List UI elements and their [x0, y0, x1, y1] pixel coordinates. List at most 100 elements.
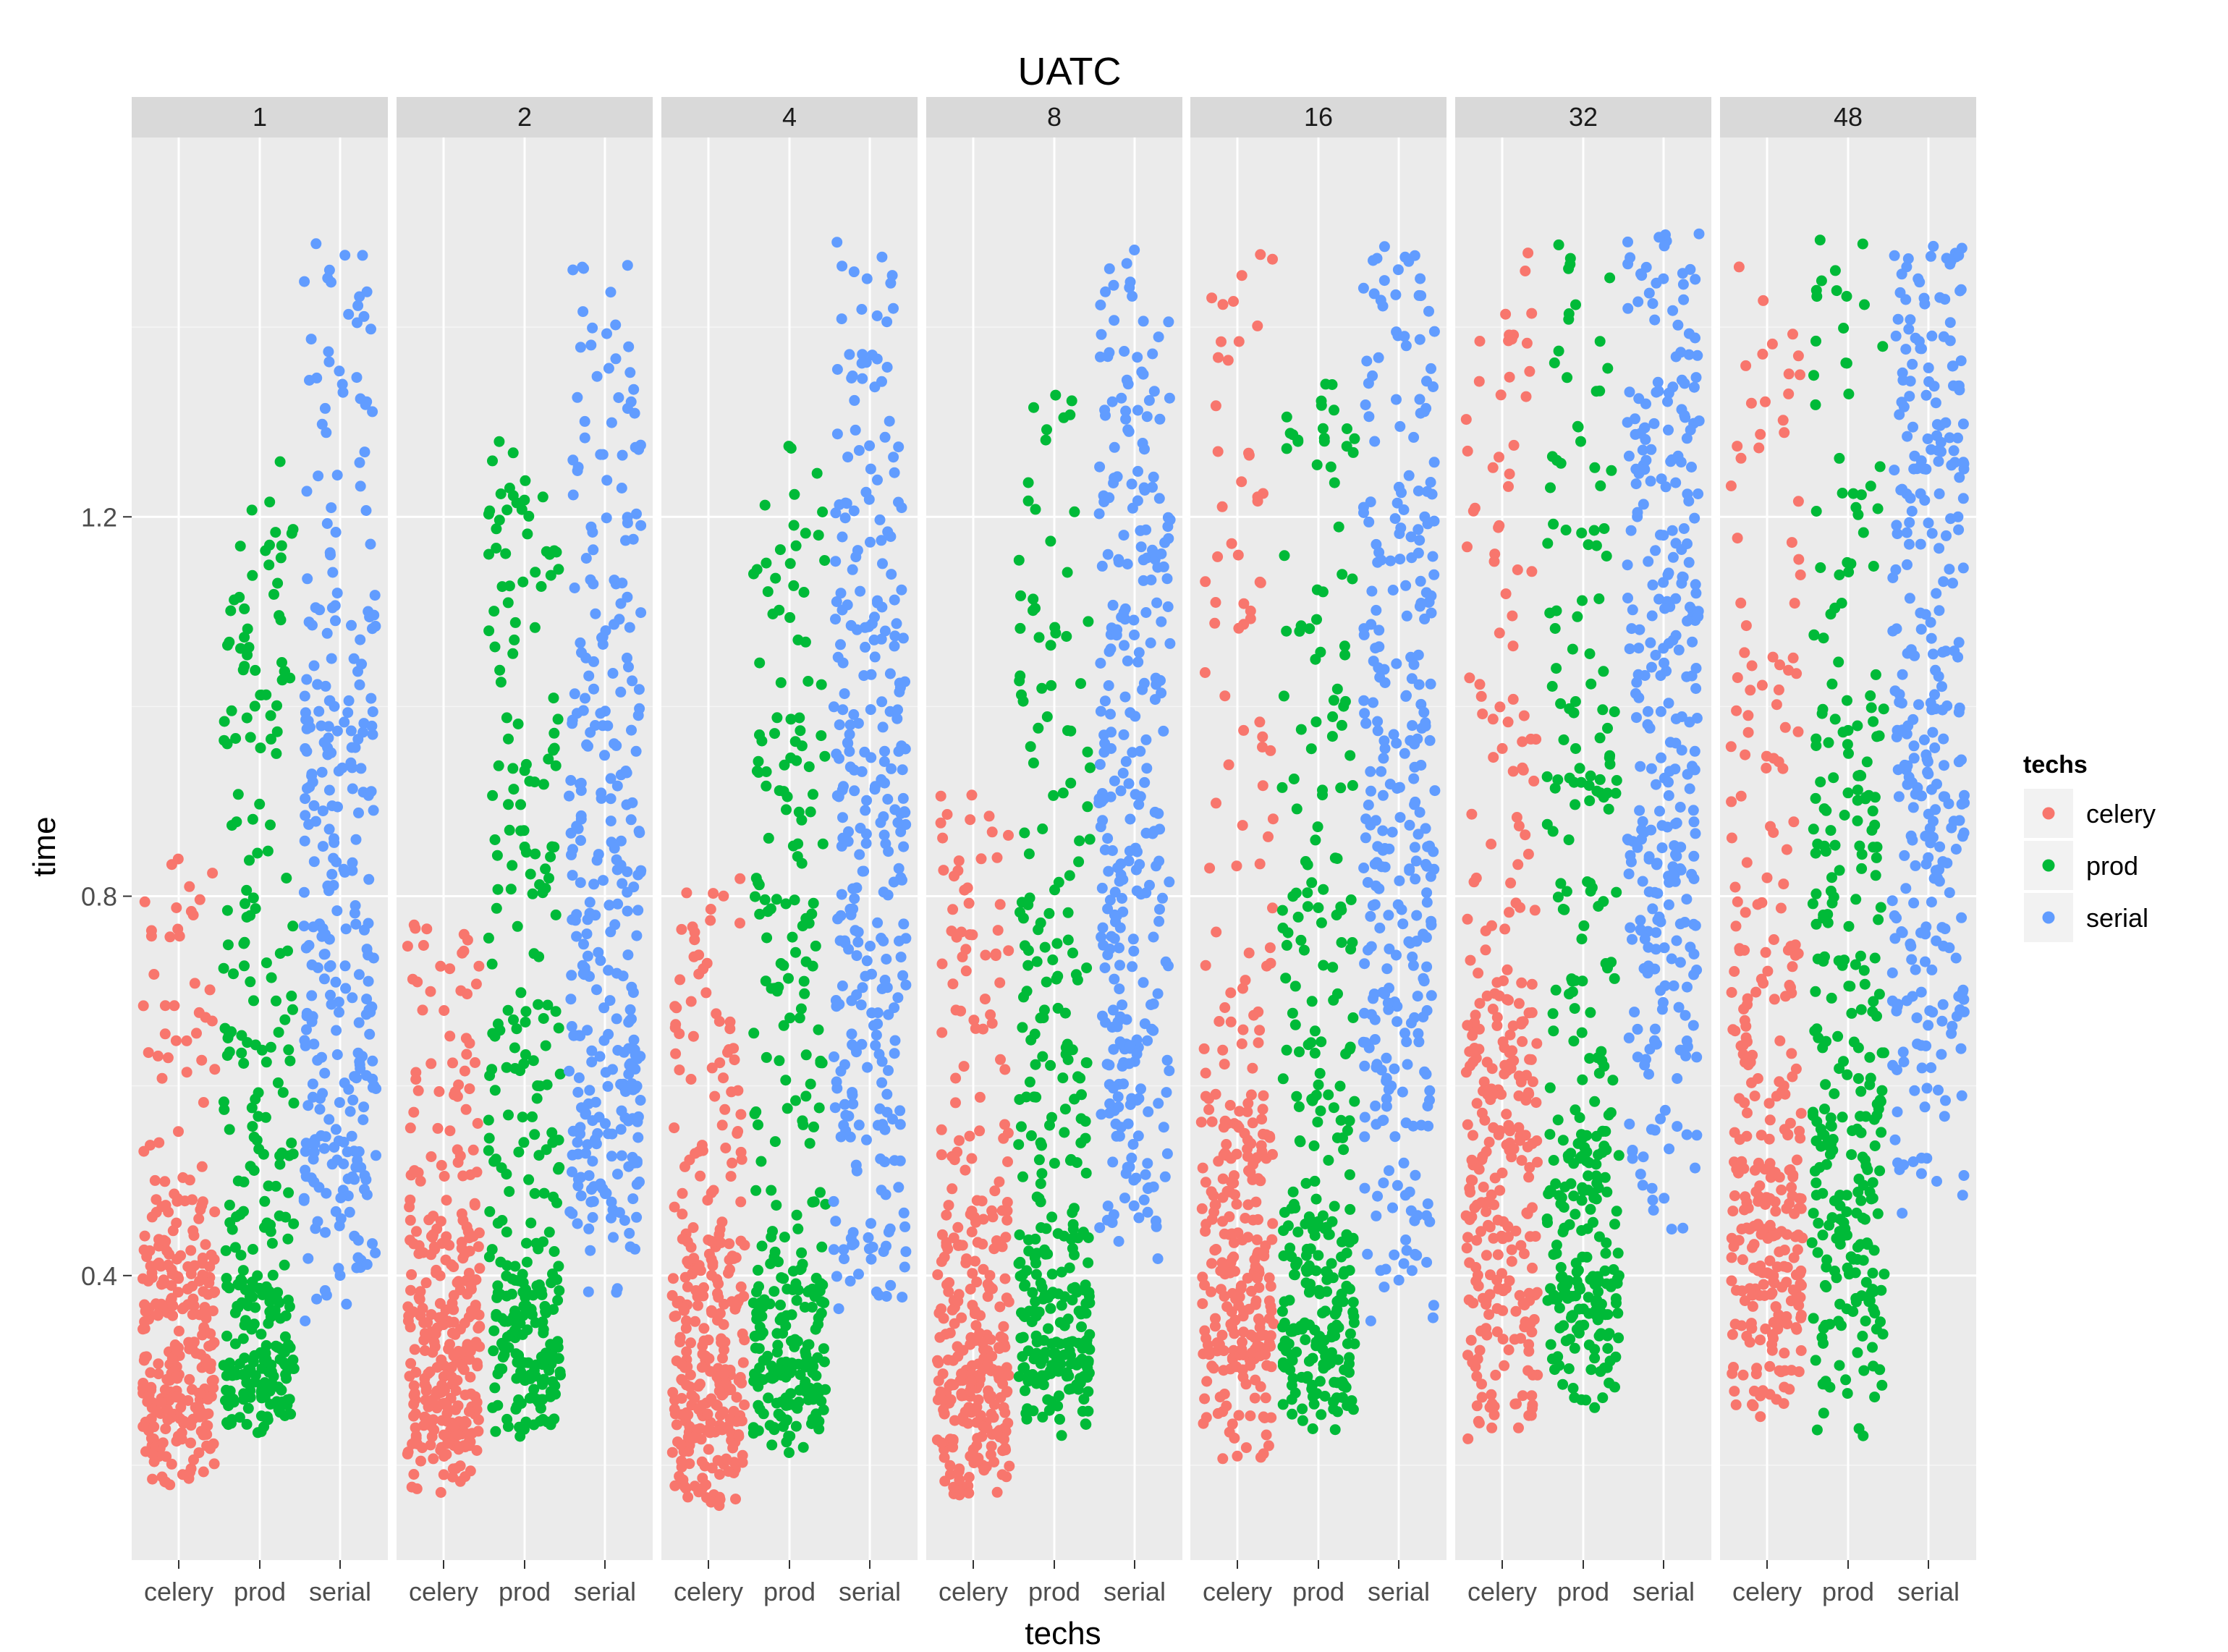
data-point-celery — [733, 1431, 745, 1442]
data-point-serial — [1420, 402, 1432, 414]
data-point-prod — [817, 507, 829, 517]
data-point-serial — [865, 1218, 876, 1229]
data-point-prod — [551, 1197, 562, 1208]
data-point-celery — [1209, 617, 1221, 629]
data-point-serial — [845, 909, 857, 920]
data-point-serial — [1415, 598, 1427, 609]
data-point-celery — [690, 1316, 701, 1327]
data-point-celery — [692, 1263, 704, 1274]
data-point-celery — [160, 1423, 171, 1435]
data-point-serial — [862, 1062, 873, 1073]
data-point-prod — [1276, 781, 1288, 793]
data-point-celery — [943, 1286, 954, 1297]
data-point-celery — [1224, 1267, 1236, 1279]
data-point-prod — [284, 1301, 295, 1313]
data-point-celery — [454, 1460, 466, 1472]
data-point-prod — [771, 894, 782, 905]
data-point-prod — [535, 581, 547, 592]
data-point-serial — [347, 992, 358, 1004]
data-point-serial — [575, 835, 586, 846]
data-point-serial — [1097, 922, 1109, 933]
data-point-prod — [234, 1278, 245, 1289]
data-point-celery — [402, 1446, 414, 1458]
data-point-prod — [781, 1436, 792, 1448]
data-point-prod — [230, 733, 242, 744]
data-point-prod — [511, 1373, 522, 1384]
data-point-celery — [1494, 1185, 1506, 1196]
data-point-serial — [889, 1035, 901, 1046]
data-point-serial — [334, 1007, 344, 1018]
data-point-serial — [350, 834, 362, 845]
data-point-prod — [1317, 789, 1328, 801]
data-point-celery — [1499, 923, 1511, 935]
data-point-celery — [693, 949, 705, 961]
data-point-prod — [1316, 399, 1327, 411]
data-point-serial — [1141, 763, 1153, 774]
data-point-prod — [501, 1227, 512, 1238]
data-point-celery — [409, 1344, 420, 1355]
data-point-serial — [354, 457, 365, 468]
data-point-celery — [171, 1371, 182, 1382]
data-point-celery — [995, 1331, 1007, 1342]
data-point-celery — [987, 1211, 999, 1223]
data-point-prod — [760, 975, 771, 987]
data-point-celery — [1487, 462, 1499, 473]
data-point-celery — [159, 1028, 171, 1040]
data-point-celery — [988, 1243, 1000, 1255]
data-point-prod — [1344, 1237, 1355, 1248]
data-point-celery — [932, 1269, 944, 1281]
data-point-celery — [1516, 977, 1528, 988]
data-point-prod — [553, 1261, 564, 1272]
data-point-prod — [747, 1428, 759, 1439]
data-point-serial — [1107, 599, 1119, 611]
data-point-celery — [1471, 1371, 1483, 1382]
data-point-serial — [881, 1106, 893, 1118]
data-point-prod — [248, 1318, 260, 1330]
data-point-serial — [899, 1261, 910, 1273]
data-point-prod — [790, 1278, 802, 1289]
data-point-celery — [1266, 1234, 1278, 1245]
data-point-prod — [805, 1078, 816, 1090]
data-point-celery — [696, 1362, 708, 1373]
data-point-serial — [839, 1253, 850, 1265]
data-point-serial — [855, 999, 867, 1011]
data-point-serial — [853, 1268, 864, 1280]
data-point-celery — [966, 1227, 978, 1237]
data-point-serial — [352, 1252, 364, 1263]
data-point-celery — [713, 1229, 725, 1240]
data-point-serial — [618, 1046, 630, 1058]
data-point-celery — [189, 1260, 200, 1271]
data-point-celery — [1507, 1020, 1519, 1032]
data-point-serial — [1428, 569, 1440, 580]
data-point-celery — [957, 951, 968, 962]
data-point-prod — [796, 857, 808, 869]
data-point-serial — [836, 260, 848, 272]
data-point-prod — [286, 991, 297, 1001]
data-point-celery — [456, 1208, 467, 1219]
data-point-celery — [1267, 813, 1279, 825]
data-point-serial — [840, 1125, 852, 1137]
data-point-serial — [839, 1098, 850, 1110]
data-point-serial — [876, 376, 887, 387]
data-point-prod — [785, 752, 797, 763]
data-point-celery — [197, 1253, 208, 1263]
data-point-serial — [1413, 1036, 1425, 1048]
data-point-prod — [492, 1018, 504, 1030]
data-point-serial — [323, 356, 335, 368]
data-point-prod — [787, 840, 799, 852]
data-point-celery — [991, 1486, 1003, 1498]
data-point-prod — [279, 666, 290, 677]
data-point-prod — [245, 976, 256, 988]
data-point-celery — [960, 1406, 971, 1418]
data-point-serial — [631, 930, 643, 941]
data-point-prod — [483, 1132, 495, 1144]
data-point-prod — [1048, 1347, 1059, 1359]
data-point-serial — [851, 1165, 863, 1177]
data-point-serial — [879, 975, 891, 986]
data-point-serial — [314, 1104, 326, 1115]
data-point-serial — [632, 869, 644, 881]
data-point-prod — [1069, 506, 1080, 517]
data-point-serial — [628, 1034, 640, 1046]
data-point-serial — [837, 832, 849, 844]
